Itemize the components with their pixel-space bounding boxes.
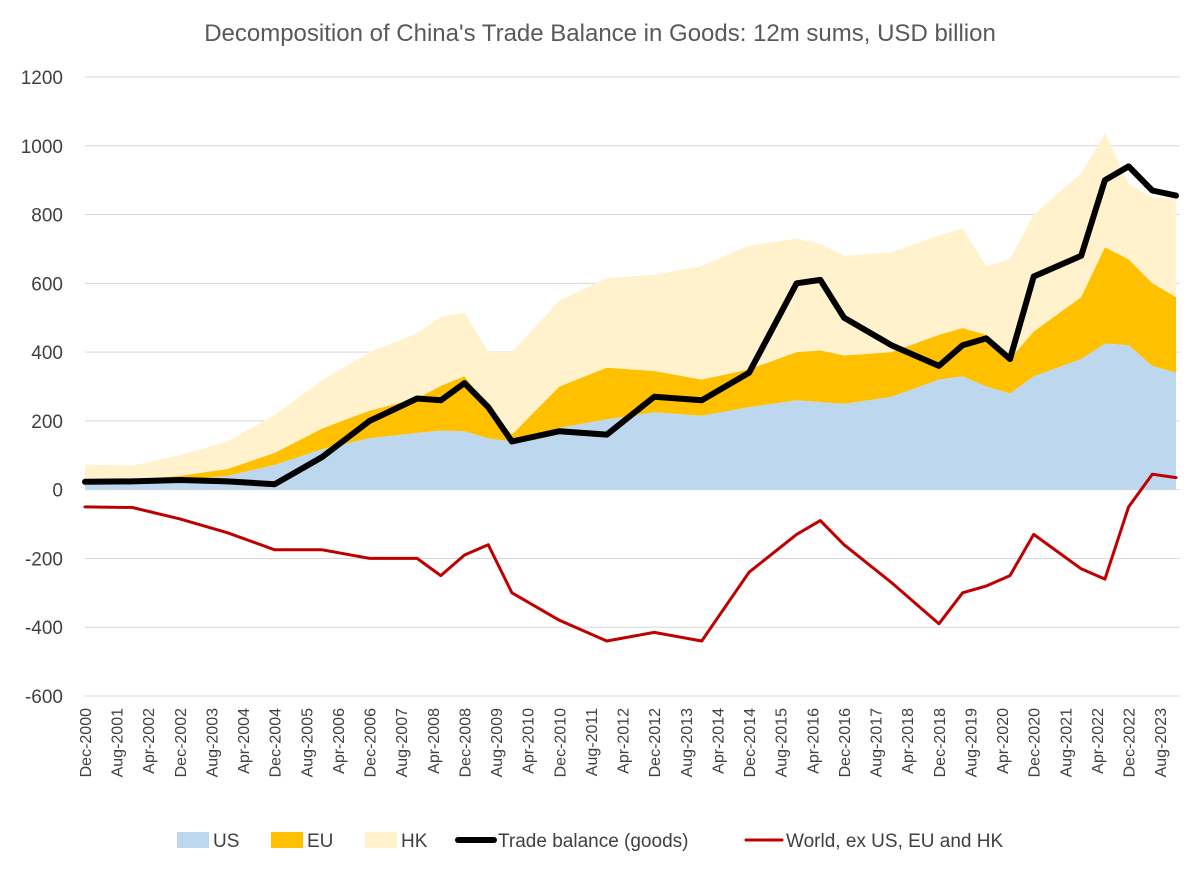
- line-series: [82, 163, 1179, 643]
- legend-label: HK: [401, 831, 428, 852]
- x-tick-label: Aug-2009: [489, 708, 506, 777]
- x-tick-label: Aug-2017: [869, 708, 886, 777]
- x-tick-label: Apr-2002: [141, 708, 158, 774]
- x-tick-label: Dec-2000: [78, 708, 95, 777]
- x-tick-label: Dec-2004: [268, 708, 285, 777]
- y-tick-label: 400: [31, 343, 63, 364]
- legend-label: US: [213, 831, 239, 852]
- area-hk: [85, 133, 1176, 480]
- x-axis-tick-labels: Dec-2000 Aug-2001 Apr-2002 Dec-2002 Aug-2003…: [78, 708, 1170, 777]
- x-tick-label: Apr-2004: [236, 708, 253, 774]
- x-tick-label: Apr-2020: [995, 708, 1012, 774]
- x-tick-label: Dec-2002: [173, 708, 190, 777]
- x-tick-label: Dec-2008: [457, 708, 474, 777]
- x-tick-label: Apr-2010: [521, 708, 538, 774]
- legend-item: World, ex US, EU and HK: [744, 831, 1004, 852]
- legend-item: US: [177, 831, 239, 852]
- legend-swatch: [271, 832, 303, 848]
- x-tick-label: Apr-2006: [331, 708, 348, 774]
- y-tick-label: 200: [31, 412, 63, 433]
- chart-title: Decomposition of China's Trade Balance i…: [204, 20, 996, 47]
- y-tick-label: -200: [25, 549, 63, 570]
- x-tick-label: Aug-2001: [110, 708, 127, 777]
- x-tick-label: Dec-2020: [1027, 708, 1044, 777]
- legend-item: HK: [365, 831, 428, 852]
- x-tick-label: Dec-2018: [932, 708, 949, 777]
- line-trade-balance-goods-: [82, 163, 1179, 488]
- x-tick-label: Aug-2021: [1058, 708, 1075, 777]
- legend-label: World, ex US, EU and HK: [786, 831, 1004, 852]
- x-tick-label: Aug-2015: [774, 708, 791, 777]
- legend-item: EU: [271, 831, 333, 852]
- x-tick-label: Dec-2012: [647, 708, 664, 777]
- x-tick-label: Dec-2006: [363, 708, 380, 777]
- x-tick-label: Aug-2003: [204, 708, 221, 777]
- legend-swatch: [177, 832, 209, 848]
- legend-label: Trade balance (goods): [498, 831, 688, 852]
- legend: US EU HK Trade balance (goods) World, ex US,…: [177, 831, 1004, 852]
- y-axis-tick-labels: 1200 1000 800 600 400 200 0 -200 -400 -600: [21, 68, 63, 708]
- x-tick-label: Aug-2013: [679, 708, 696, 777]
- x-tick-label: Aug-2019: [963, 708, 980, 777]
- x-tick-label: Dec-2016: [837, 708, 854, 777]
- x-tick-label: Dec-2010: [552, 708, 569, 777]
- y-tick-label: 800: [31, 206, 63, 227]
- y-tick-label: 1200: [21, 68, 63, 89]
- x-tick-label: Aug-2005: [299, 708, 316, 777]
- x-tick-label: Apr-2008: [426, 708, 443, 774]
- y-tick-label: 0: [52, 481, 63, 502]
- x-tick-label: Aug-2007: [394, 708, 411, 777]
- line-world-ex-us-eu-and-hk: [83, 472, 1178, 643]
- y-tick-label: -400: [25, 618, 63, 639]
- x-tick-label: Apr-2022: [1090, 708, 1107, 774]
- legend-item: Trade balance (goods): [455, 831, 688, 852]
- x-tick-label: Apr-2012: [616, 708, 633, 774]
- y-tick-label: 600: [31, 274, 63, 295]
- legend-label: EU: [307, 831, 333, 852]
- x-tick-label: Aug-2023: [1153, 708, 1170, 777]
- x-tick-label: Apr-2016: [805, 708, 822, 774]
- area-eu: [85, 247, 1176, 483]
- legend-swatch: [365, 832, 397, 848]
- x-tick-label: Dec-2022: [1122, 708, 1139, 777]
- y-tick-label: 1000: [21, 137, 63, 158]
- x-tick-label: Dec-2014: [742, 708, 759, 777]
- y-tick-label: -600: [25, 687, 63, 708]
- x-tick-label: Apr-2018: [900, 708, 917, 774]
- x-tick-label: Aug-2011: [584, 708, 601, 776]
- x-tick-label: Apr-2014: [710, 708, 727, 774]
